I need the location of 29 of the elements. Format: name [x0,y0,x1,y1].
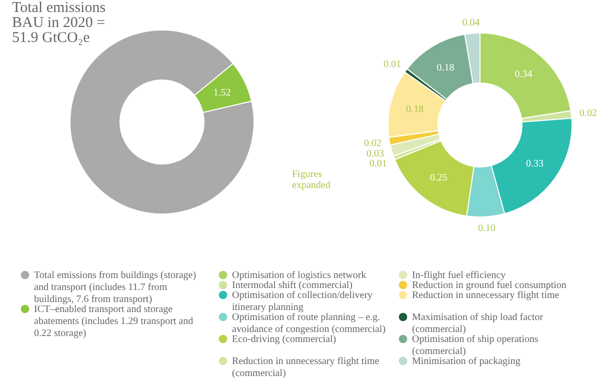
data-label: 1.52 [213,87,231,98]
legend-label: Eco-driving (commercial) [232,334,336,345]
legend-label: Optimisation of collection/delivery itinerary planning [232,290,373,313]
data-label: 0.02 [580,108,598,120]
legend-label: ICT–enabled transport and storage abatements (includes 1.29 transport and 0.22 storage) [34,304,194,339]
legend-label: Reduction in unnecessary flight time [412,290,560,301]
data-label: 0.01 [369,158,387,170]
legend-label: Reduction in unnecessary flight time (commercial) [232,356,380,379]
data-label: 0.18 [406,104,424,116]
text: Figures expanded [292,169,330,191]
legend-label: Total emissions from buildings (storage) and transport (includes 11.7 from buildings, 7.6 from transport) [34,270,196,305]
data-label: 0.10 [478,222,496,234]
data-label: 0.33 [526,158,544,170]
data-label: 0.34 [514,69,532,80]
data-label: 0.01 [383,58,401,70]
legend-label: Minimisation of packaging [412,356,520,367]
legend-label: Intermodal shift (commercial) [232,280,353,291]
legend-label: Optimisation of ship operations (commercial) [412,334,538,357]
chart-title: Total emissions BAU in 2020 = 51.9 GtCO₂e [12,0,106,46]
data-label: 0.02 [364,138,382,150]
legend-label: Optimisation of logistics network [232,270,366,281]
legend-label: Reduction in ground fuel consumption [412,280,566,291]
legend-label: Optimisation of route planning – e.g. avoidance of congestion (commercial) [232,312,386,335]
data-label: 0.04 [462,17,480,28]
legend-label: In-flight fuel efficiency [412,270,506,281]
data-label: 0.25 [430,172,448,184]
legend-label: Maximisation of ship load factor (commercial) [412,312,544,335]
data-label: 0.18 [436,62,454,74]
data-label: 0.03 [366,148,384,160]
